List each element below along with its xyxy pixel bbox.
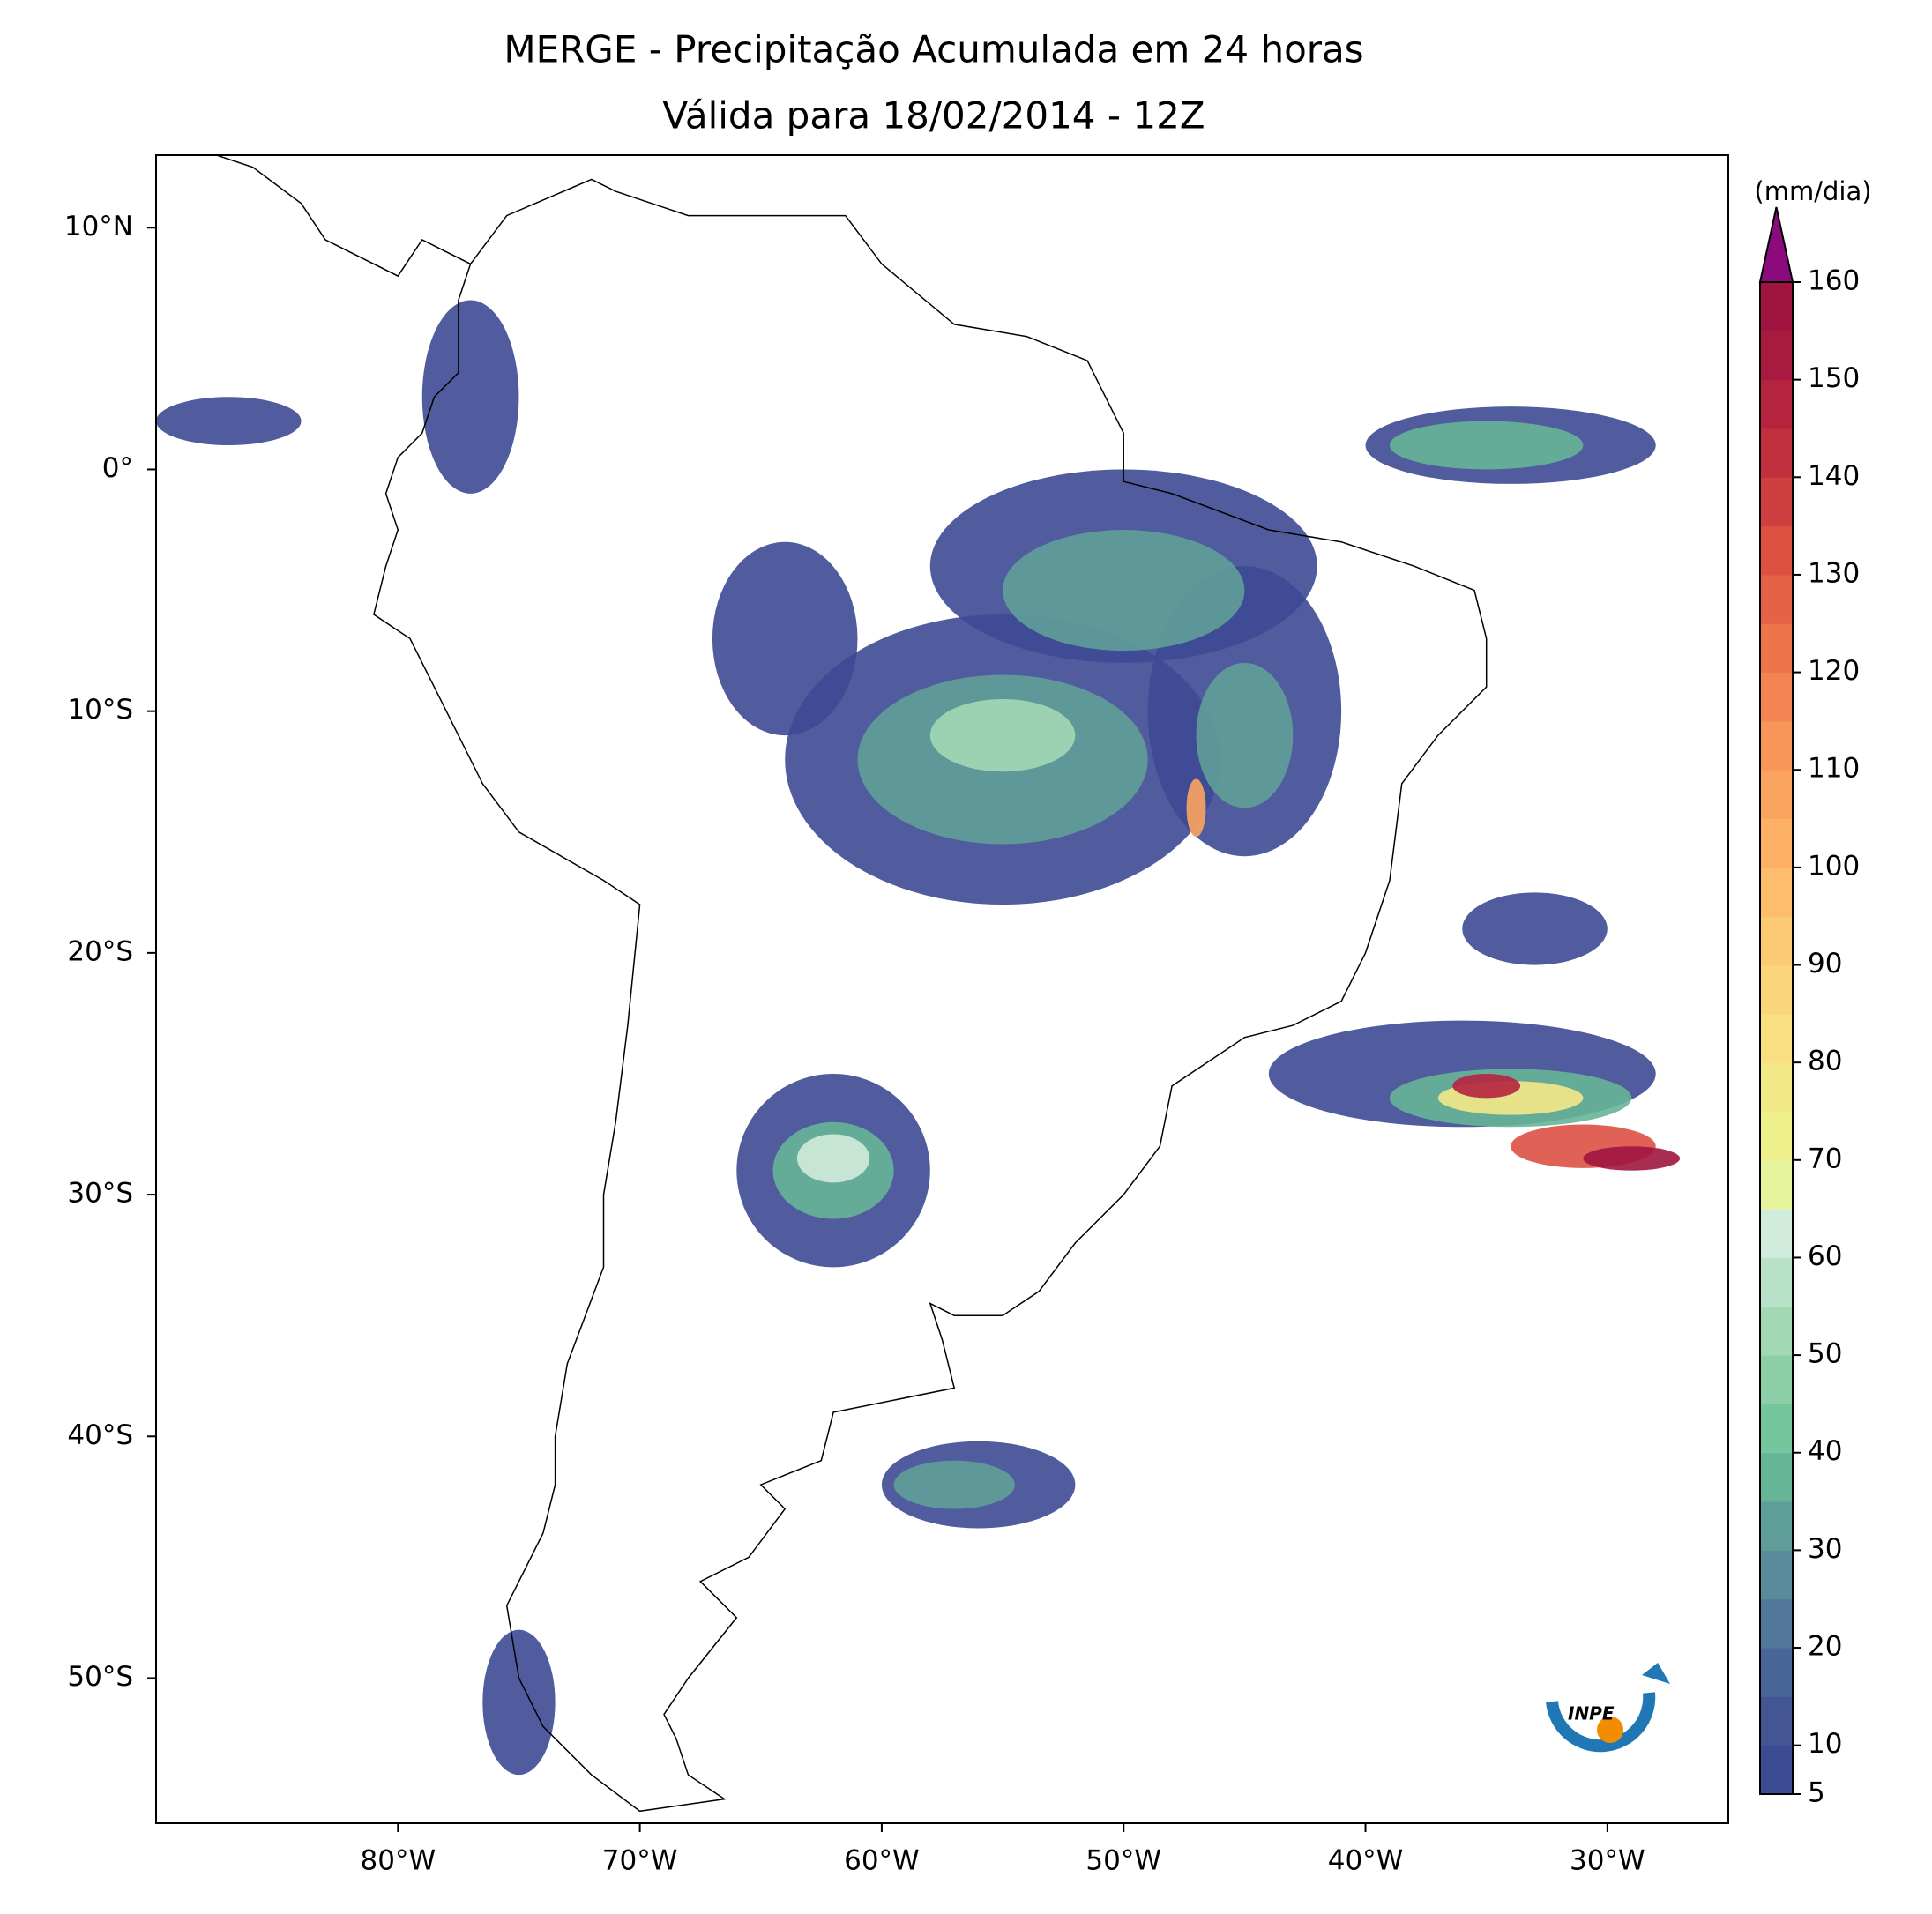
colorbar-segment xyxy=(1760,1550,1793,1600)
colorbar-tick-label: 80 xyxy=(1808,1046,1842,1077)
rain-area xyxy=(796,1134,870,1183)
colorbar-segment xyxy=(1760,379,1793,429)
colorbar-segment xyxy=(1760,1745,1793,1795)
colorbar-tick-label: 90 xyxy=(1808,948,1842,979)
colorbar-tick-label: 130 xyxy=(1808,557,1860,589)
colorbar-segment xyxy=(1760,623,1793,674)
x-tick-label: 60°W xyxy=(844,1845,920,1877)
colorbar-frame xyxy=(1759,281,1794,1795)
colorbar-segment xyxy=(1760,1404,1793,1454)
colorbar-segment xyxy=(1760,1159,1793,1210)
x-tick-label: 50°W xyxy=(1085,1845,1161,1877)
colorbar-segment xyxy=(1760,525,1793,576)
colorbar-tick-label: 150 xyxy=(1808,362,1860,394)
colorbar-tick-label: 20 xyxy=(1808,1631,1842,1663)
colorbar-tick-label: 110 xyxy=(1808,753,1860,785)
logo-arc xyxy=(1546,1692,1656,1753)
rain-area xyxy=(1196,662,1294,808)
y-tick-label: 30°S xyxy=(67,1178,133,1210)
colorbar-segment xyxy=(1760,1209,1793,1258)
rain-area xyxy=(1583,1146,1681,1171)
colorbar-tick-label: 60 xyxy=(1808,1240,1842,1272)
coastline xyxy=(216,154,1488,1813)
colorbar-segment xyxy=(1760,477,1793,527)
colorbar-segment xyxy=(1760,1452,1793,1502)
rain-area xyxy=(929,698,1076,772)
y-tick-label: 50°S xyxy=(67,1661,133,1693)
rain-area xyxy=(893,1460,1015,1509)
y-tick-label: 40°S xyxy=(67,1419,133,1451)
colorbar-segment xyxy=(1760,1501,1793,1551)
precipitation-field xyxy=(156,300,1681,1776)
rain-area xyxy=(712,541,858,736)
rain-area xyxy=(1003,530,1245,652)
colorbar-segment xyxy=(1760,770,1793,820)
colorbar-label: (mm/dia) xyxy=(1754,176,1871,206)
rain-area xyxy=(1452,1073,1521,1099)
rain-area xyxy=(1389,421,1584,470)
colorbar-tick-label: 40 xyxy=(1808,1435,1842,1467)
logo-text: INPE xyxy=(1568,1703,1615,1724)
x-tick-label: 30°W xyxy=(1570,1845,1645,1877)
colorbar-segment xyxy=(1760,1355,1793,1404)
colorbar-segment xyxy=(1760,1062,1793,1112)
colorbar-segment xyxy=(1760,1648,1793,1697)
rain-area xyxy=(1186,778,1206,838)
colorbar-segment xyxy=(1760,867,1793,917)
map-title: MERGE - Precipitação Acumulada em 24 hor… xyxy=(504,28,1363,71)
colorbar-tick-label: 70 xyxy=(1808,1143,1842,1174)
colorbar-segment xyxy=(1760,1257,1793,1307)
rain-area xyxy=(1462,892,1608,965)
colorbar-tick-label: 50 xyxy=(1808,1338,1842,1370)
rain-area xyxy=(421,300,519,494)
colorbar-tick-label: 160 xyxy=(1808,265,1860,297)
colorbar-segment xyxy=(1760,428,1793,478)
x-tick-label: 40°W xyxy=(1328,1845,1404,1877)
map-subtitle: Válida para 18/02/2014 - 12Z xyxy=(662,94,1205,138)
colorbar-segment xyxy=(1760,1696,1793,1746)
colorbar-tick-label: 140 xyxy=(1808,460,1860,492)
rain-area xyxy=(482,1629,556,1776)
coastlines xyxy=(216,154,1488,1813)
colorbar-segment xyxy=(1760,282,1793,331)
colorbar-tick-label: 5 xyxy=(1808,1777,1825,1809)
colorbar-segment xyxy=(1760,720,1793,771)
x-tick-label: 70°W xyxy=(602,1845,678,1877)
rain-area xyxy=(156,397,302,446)
inpe-logo: INPE xyxy=(1546,1663,1670,1753)
colorbar-segment xyxy=(1760,331,1793,381)
y-tick-label: 0° xyxy=(102,452,133,484)
colorbar-segment xyxy=(1760,916,1793,966)
colorbar: 5 10 20 30 40 50 60 70 80 90 100 110 120 130 140 150 160 xyxy=(1758,206,1860,1809)
colorbar-segment xyxy=(1760,1013,1793,1063)
colorbar-segment xyxy=(1760,1306,1793,1356)
colorbar-segment xyxy=(1760,1598,1793,1649)
y-tick-label: 20°S xyxy=(67,935,133,967)
colorbar-segment xyxy=(1760,818,1793,868)
logo-arrow xyxy=(1642,1663,1670,1684)
y-tick-label: 10°N xyxy=(64,211,133,242)
x-tick-label: 80°W xyxy=(361,1845,436,1877)
colorbar-segment xyxy=(1760,574,1793,624)
logo-dot xyxy=(1597,1717,1623,1743)
colorbar-tick-label: 30 xyxy=(1808,1533,1842,1565)
colorbar-tick-label: 120 xyxy=(1808,655,1860,687)
colorbar-segment xyxy=(1760,1111,1793,1161)
colorbar-segment xyxy=(1760,672,1793,722)
colorbar-segment xyxy=(1760,964,1793,1015)
colorbar-tick-label: 100 xyxy=(1808,850,1860,882)
y-tick-label: 10°S xyxy=(67,694,133,726)
map-frame xyxy=(155,154,1729,1824)
colorbar-tick-label: 10 xyxy=(1808,1728,1842,1760)
